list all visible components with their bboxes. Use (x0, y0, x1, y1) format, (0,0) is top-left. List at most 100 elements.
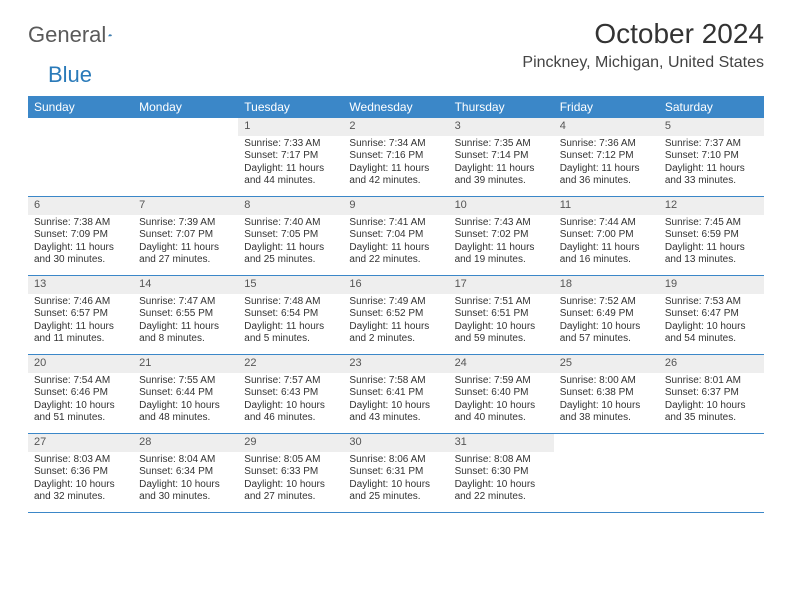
sunset-text: Sunset: 7:14 PM (455, 150, 548, 163)
sunrise-text: Sunrise: 7:47 AM (139, 296, 232, 309)
daylight-text: Daylight: 11 hours and 22 minutes. (349, 242, 442, 267)
day-cell: 14Sunrise: 7:47 AMSunset: 6:55 PMDayligh… (133, 276, 238, 354)
daylight-text: Daylight: 11 hours and 16 minutes. (560, 242, 653, 267)
day-body: Sunrise: 7:38 AMSunset: 7:09 PMDaylight:… (28, 215, 133, 271)
sunrise-text: Sunrise: 7:45 AM (665, 217, 758, 230)
day-cell: 29Sunrise: 8:05 AMSunset: 6:33 PMDayligh… (238, 434, 343, 512)
title-block: October 2024 Pinckney, Michigan, United … (522, 18, 764, 72)
sunrise-text: Sunrise: 8:06 AM (349, 454, 442, 467)
dow-header-cell: Wednesday (343, 96, 448, 118)
day-cell: 28Sunrise: 8:04 AMSunset: 6:34 PMDayligh… (133, 434, 238, 512)
day-body: Sunrise: 7:47 AMSunset: 6:55 PMDaylight:… (133, 294, 238, 350)
day-body: Sunrise: 7:39 AMSunset: 7:07 PMDaylight:… (133, 215, 238, 271)
day-number: 17 (449, 276, 554, 294)
daylight-text: Daylight: 10 hours and 54 minutes. (665, 321, 758, 346)
day-body: Sunrise: 7:52 AMSunset: 6:49 PMDaylight:… (554, 294, 659, 350)
day-number: 16 (343, 276, 448, 294)
daylight-text: Daylight: 11 hours and 5 minutes. (244, 321, 337, 346)
day-body: Sunrise: 8:00 AMSunset: 6:38 PMDaylight:… (554, 373, 659, 429)
calendar-grid: SundayMondayTuesdayWednesdayThursdayFrid… (28, 96, 764, 513)
day-body: Sunrise: 7:48 AMSunset: 6:54 PMDaylight:… (238, 294, 343, 350)
sunrise-text: Sunrise: 7:59 AM (455, 375, 548, 388)
day-body: Sunrise: 7:43 AMSunset: 7:02 PMDaylight:… (449, 215, 554, 271)
sunrise-text: Sunrise: 7:39 AM (139, 217, 232, 230)
sunrise-text: Sunrise: 8:00 AM (560, 375, 653, 388)
day-number: 9 (343, 197, 448, 215)
dow-header-cell: Friday (554, 96, 659, 118)
daylight-text: Daylight: 11 hours and 11 minutes. (34, 321, 127, 346)
sunset-text: Sunset: 6:59 PM (665, 229, 758, 242)
sunset-text: Sunset: 6:36 PM (34, 466, 127, 479)
day-number: 11 (554, 197, 659, 215)
day-cell: 17Sunrise: 7:51 AMSunset: 6:51 PMDayligh… (449, 276, 554, 354)
daylight-text: Daylight: 11 hours and 39 minutes. (455, 163, 548, 188)
sunset-text: Sunset: 6:46 PM (34, 387, 127, 400)
daylight-text: Daylight: 11 hours and 44 minutes. (244, 163, 337, 188)
day-number: 14 (133, 276, 238, 294)
week-row: 1Sunrise: 7:33 AMSunset: 7:17 PMDaylight… (28, 118, 764, 197)
sunset-text: Sunset: 6:38 PM (560, 387, 653, 400)
sunset-text: Sunset: 7:09 PM (34, 229, 127, 242)
day-number: 29 (238, 434, 343, 452)
sunset-text: Sunset: 7:10 PM (665, 150, 758, 163)
day-body: Sunrise: 7:45 AMSunset: 6:59 PMDaylight:… (659, 215, 764, 271)
day-number: 22 (238, 355, 343, 373)
weeks-container: 1Sunrise: 7:33 AMSunset: 7:17 PMDaylight… (28, 118, 764, 513)
sunrise-text: Sunrise: 8:05 AM (244, 454, 337, 467)
daylight-text: Daylight: 11 hours and 25 minutes. (244, 242, 337, 267)
day-body: Sunrise: 7:55 AMSunset: 6:44 PMDaylight:… (133, 373, 238, 429)
sunrise-text: Sunrise: 7:37 AM (665, 138, 758, 151)
daylight-text: Daylight: 10 hours and 32 minutes. (34, 479, 127, 504)
day-cell: 7Sunrise: 7:39 AMSunset: 7:07 PMDaylight… (133, 197, 238, 275)
day-body: Sunrise: 8:06 AMSunset: 6:31 PMDaylight:… (343, 452, 448, 508)
day-number: 10 (449, 197, 554, 215)
day-number: 30 (343, 434, 448, 452)
daylight-text: Daylight: 10 hours and 38 minutes. (560, 400, 653, 425)
day-cell: 16Sunrise: 7:49 AMSunset: 6:52 PMDayligh… (343, 276, 448, 354)
day-body: Sunrise: 8:03 AMSunset: 6:36 PMDaylight:… (28, 452, 133, 508)
sunrise-text: Sunrise: 7:46 AM (34, 296, 127, 309)
dow-header-cell: Tuesday (238, 96, 343, 118)
daylight-text: Daylight: 11 hours and 8 minutes. (139, 321, 232, 346)
day-number: 4 (554, 118, 659, 136)
day-number: 3 (449, 118, 554, 136)
day-number: 28 (133, 434, 238, 452)
day-cell: 20Sunrise: 7:54 AMSunset: 6:46 PMDayligh… (28, 355, 133, 433)
sunset-text: Sunset: 6:55 PM (139, 308, 232, 321)
day-number: 24 (449, 355, 554, 373)
day-cell: 12Sunrise: 7:45 AMSunset: 6:59 PMDayligh… (659, 197, 764, 275)
day-body: Sunrise: 7:37 AMSunset: 7:10 PMDaylight:… (659, 136, 764, 192)
sunrise-text: Sunrise: 7:49 AM (349, 296, 442, 309)
day-body: Sunrise: 7:44 AMSunset: 7:00 PMDaylight:… (554, 215, 659, 271)
day-cell: 11Sunrise: 7:44 AMSunset: 7:00 PMDayligh… (554, 197, 659, 275)
dow-header-row: SundayMondayTuesdayWednesdayThursdayFrid… (28, 96, 764, 118)
sunset-text: Sunset: 6:37 PM (665, 387, 758, 400)
sunset-text: Sunset: 6:33 PM (244, 466, 337, 479)
daylight-text: Daylight: 11 hours and 42 minutes. (349, 163, 442, 188)
day-number: 2 (343, 118, 448, 136)
day-number: 15 (238, 276, 343, 294)
sunset-text: Sunset: 7:12 PM (560, 150, 653, 163)
day-number: 26 (659, 355, 764, 373)
daylight-text: Daylight: 10 hours and 57 minutes. (560, 321, 653, 346)
day-cell: 25Sunrise: 8:00 AMSunset: 6:38 PMDayligh… (554, 355, 659, 433)
sunset-text: Sunset: 6:47 PM (665, 308, 758, 321)
day-number: 5 (659, 118, 764, 136)
sunset-text: Sunset: 6:40 PM (455, 387, 548, 400)
month-title: October 2024 (522, 18, 764, 50)
sunrise-text: Sunrise: 7:51 AM (455, 296, 548, 309)
sunset-text: Sunset: 6:31 PM (349, 466, 442, 479)
day-cell: 2Sunrise: 7:34 AMSunset: 7:16 PMDaylight… (343, 118, 448, 196)
sunrise-text: Sunrise: 8:04 AM (139, 454, 232, 467)
daylight-text: Daylight: 10 hours and 35 minutes. (665, 400, 758, 425)
week-row: 20Sunrise: 7:54 AMSunset: 6:46 PMDayligh… (28, 355, 764, 434)
calendar-page: General October 2024 Pinckney, Michigan,… (0, 0, 792, 533)
sunset-text: Sunset: 7:16 PM (349, 150, 442, 163)
day-cell: 31Sunrise: 8:08 AMSunset: 6:30 PMDayligh… (449, 434, 554, 512)
dow-header-cell: Thursday (449, 96, 554, 118)
sunrise-text: Sunrise: 7:41 AM (349, 217, 442, 230)
dow-header-cell: Monday (133, 96, 238, 118)
daylight-text: Daylight: 11 hours and 19 minutes. (455, 242, 548, 267)
day-cell: 1Sunrise: 7:33 AMSunset: 7:17 PMDaylight… (238, 118, 343, 196)
day-body: Sunrise: 7:51 AMSunset: 6:51 PMDaylight:… (449, 294, 554, 350)
